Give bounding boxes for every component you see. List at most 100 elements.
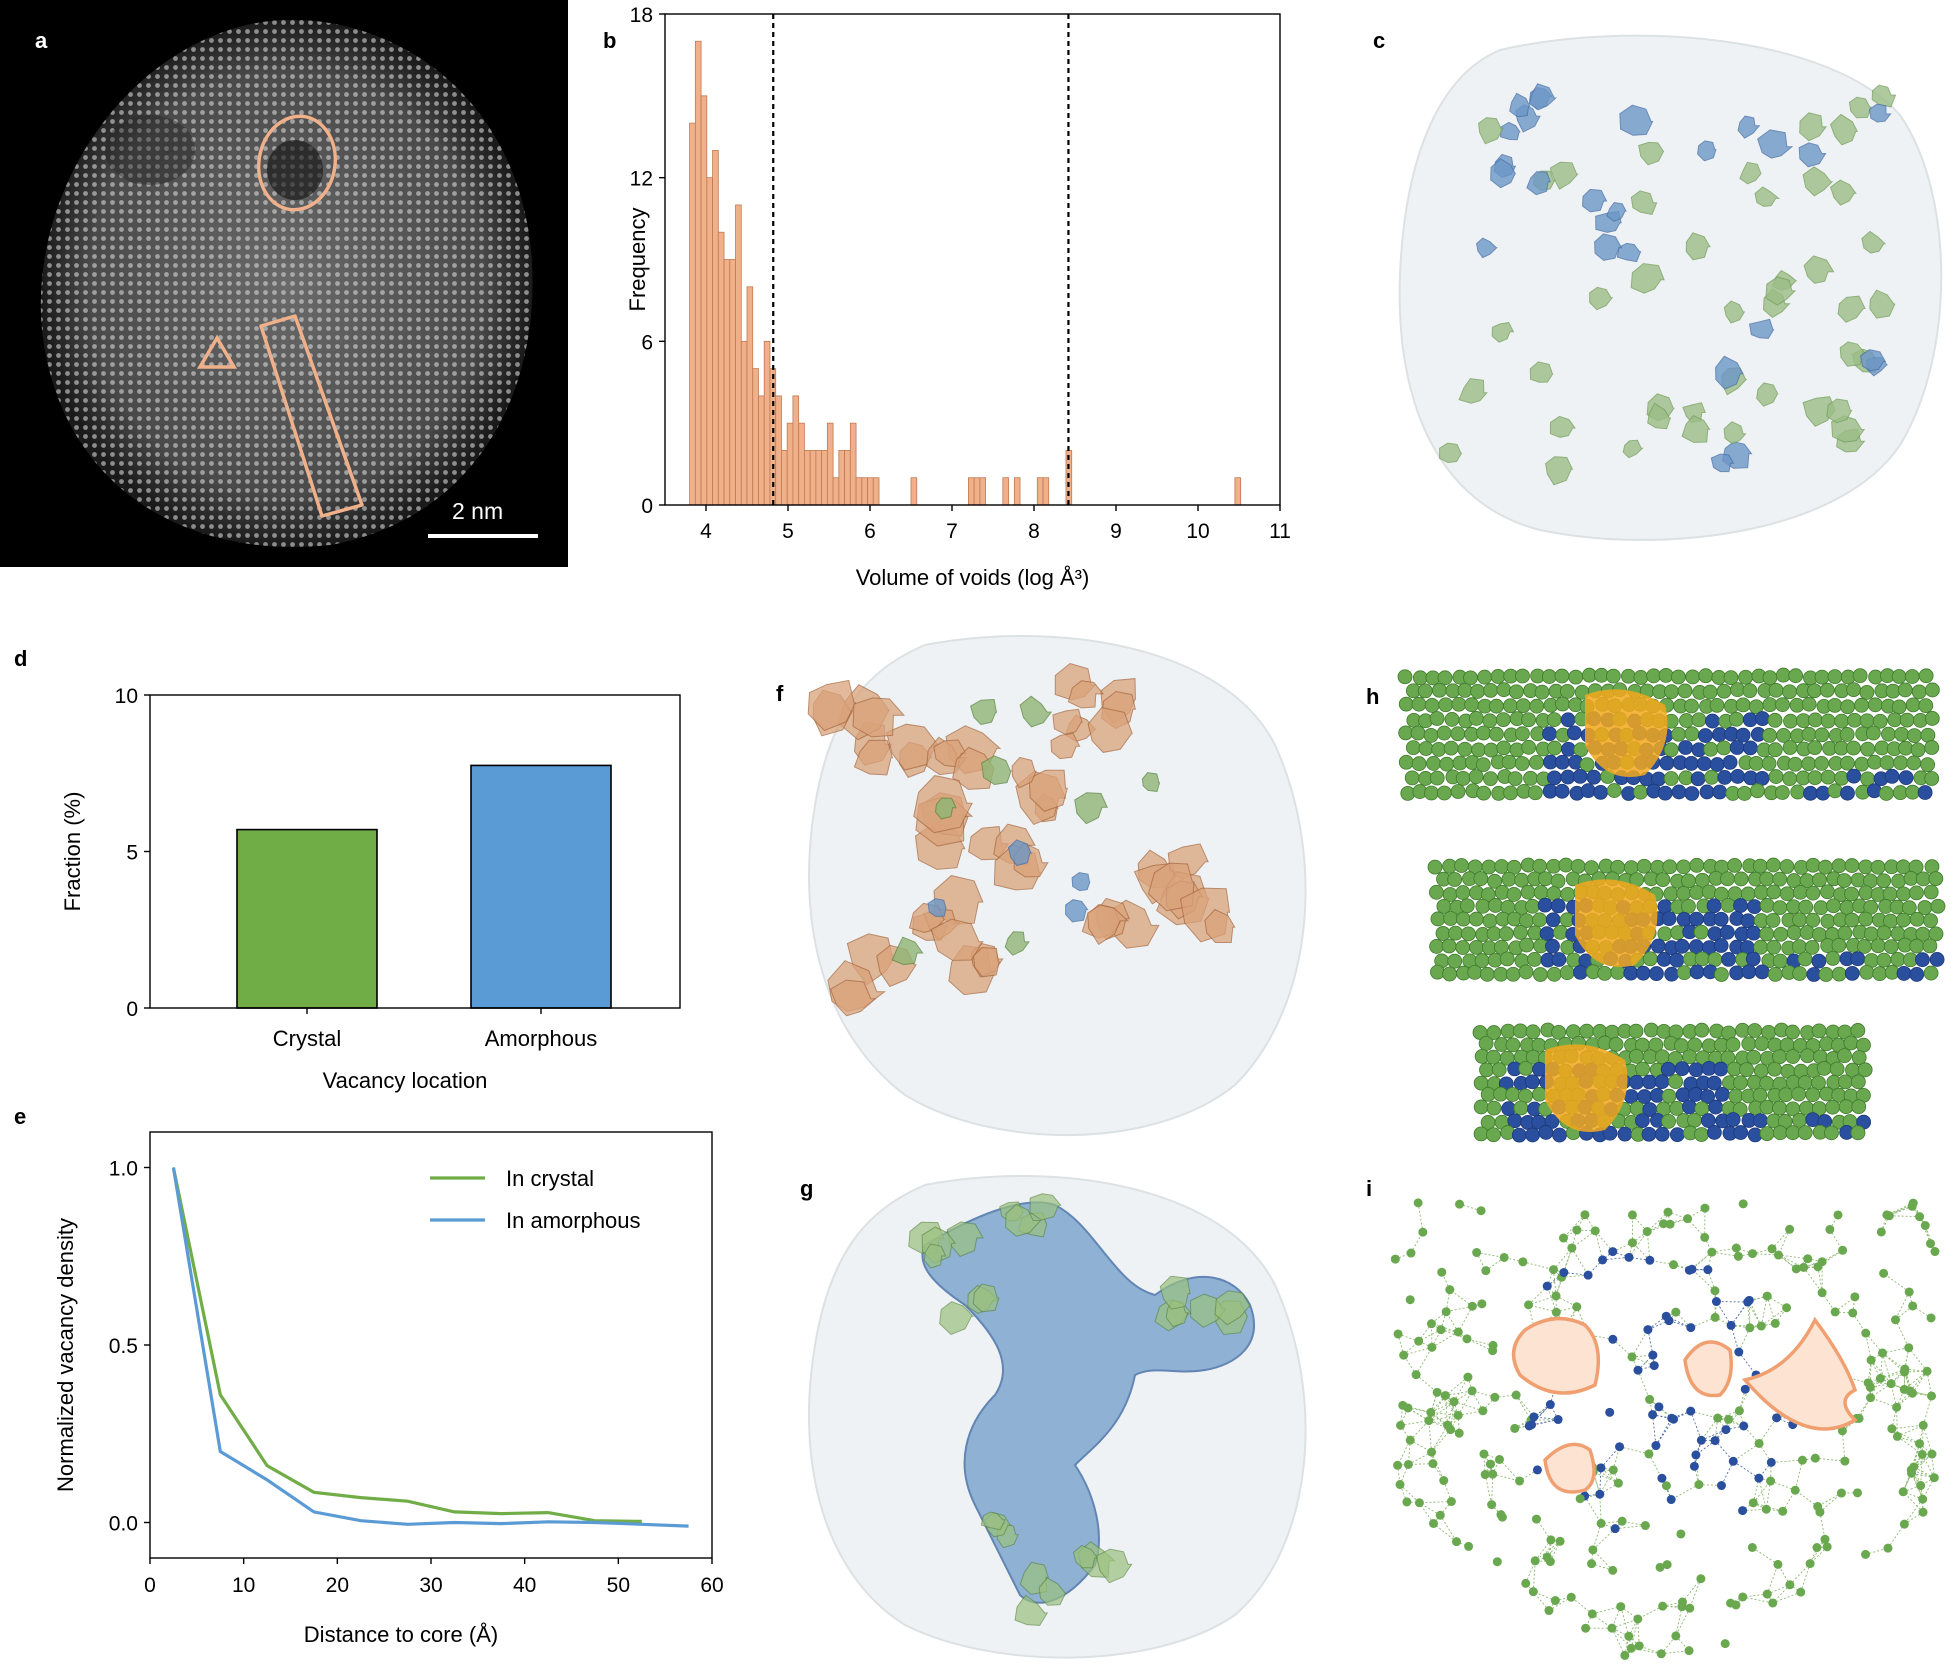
- green-atom: [1584, 860, 1599, 876]
- green-atom: [1754, 1036, 1770, 1051]
- histogram-bar: [861, 477, 868, 506]
- green-atom: [1480, 1086, 1496, 1102]
- green-atom: [1920, 1221, 1930, 1231]
- green-atom: [1846, 682, 1862, 698]
- green-atom: [1676, 885, 1692, 901]
- blue-void: [1528, 83, 1557, 111]
- blue-atom: [1532, 1061, 1547, 1077]
- green-atom: [1890, 1315, 1900, 1325]
- blue-atom: [1643, 1325, 1653, 1335]
- green-atom: [1411, 1370, 1421, 1380]
- blue-void: [1007, 839, 1032, 867]
- bond: [1600, 1446, 1620, 1469]
- orange-void: [1087, 904, 1130, 945]
- green-atom: [1528, 1587, 1538, 1597]
- green-atom: [1452, 755, 1468, 771]
- legend-label: In crystal: [506, 1166, 594, 1191]
- blue-atom: [1706, 898, 1722, 914]
- green-atom: [1488, 898, 1503, 913]
- green-atom: [1754, 1438, 1764, 1448]
- green-atom: [1646, 668, 1662, 684]
- blue-atom: [1545, 912, 1561, 928]
- orange-void: [930, 918, 984, 961]
- histogram-bar: [706, 177, 713, 506]
- green-atom: [1682, 1049, 1698, 1065]
- x-tick-label: 4: [700, 520, 712, 543]
- bond: [1563, 1214, 1586, 1239]
- green-atom: [1447, 872, 1463, 887]
- green-atom: [1677, 683, 1693, 699]
- blue-atom: [1542, 1281, 1552, 1291]
- green-atom: [1521, 1578, 1531, 1588]
- bond: [1546, 1269, 1554, 1287]
- blue-atom: [1682, 1099, 1697, 1115]
- green-atom: [1503, 698, 1518, 714]
- green-atom: [1837, 925, 1853, 941]
- green-void-patch: [1072, 1544, 1099, 1569]
- green-atom: [1559, 684, 1575, 699]
- green-atom: [1731, 1243, 1741, 1253]
- bond: [1675, 1606, 1683, 1637]
- atomic-network-rendering: [1390, 1198, 1940, 1660]
- green-atom: [1505, 966, 1521, 982]
- green-atom: [1796, 1587, 1806, 1597]
- green-atom: [1748, 756, 1764, 771]
- x-tick-label: 50: [607, 1574, 630, 1597]
- green-atom: [1785, 1024, 1800, 1040]
- histogram-bar: [872, 477, 880, 506]
- green-atom: [1503, 785, 1519, 801]
- blue-atom: [1654, 1402, 1664, 1412]
- green-atom: [1909, 885, 1924, 901]
- green-atom: [1742, 683, 1758, 699]
- bond: [1690, 1410, 1702, 1441]
- bond: [1882, 1352, 1892, 1384]
- bond: [1546, 1276, 1562, 1287]
- bond: [1887, 1523, 1905, 1549]
- green-atom: [1791, 939, 1807, 955]
- green-atom: [1730, 682, 1745, 698]
- green-atom: [1694, 1480, 1704, 1490]
- green-atom: [1818, 967, 1834, 982]
- green-atom: [1733, 1251, 1743, 1261]
- green-atom: [1669, 1260, 1679, 1270]
- blue-void: [1490, 158, 1517, 189]
- blue-atom: [1659, 755, 1675, 771]
- green-atom: [1677, 1597, 1687, 1607]
- gold-void: [1575, 879, 1658, 967]
- bond: [1758, 1478, 1767, 1510]
- blue-atom: [1710, 1436, 1720, 1446]
- green-atom: [1398, 696, 1414, 712]
- bond: [1817, 1492, 1842, 1507]
- histogram-bar: [717, 231, 725, 506]
- green-atom: [1587, 1559, 1597, 1569]
- blue-atom: [1596, 1463, 1606, 1473]
- green-atom: [1671, 1631, 1681, 1641]
- bond: [1733, 1443, 1760, 1462]
- green-atom: [1759, 1126, 1775, 1142]
- bond: [1546, 1285, 1557, 1313]
- green-atom: [1669, 1101, 1685, 1116]
- green-atom: [1532, 858, 1548, 874]
- green-atom: [1429, 711, 1445, 726]
- green-atom: [1499, 951, 1515, 967]
- x-tick-label: 40: [513, 1574, 536, 1597]
- green-atom: [1442, 966, 1458, 982]
- green-atom: [1876, 925, 1892, 941]
- blue-atom: [1656, 952, 1672, 967]
- x-tick-label: 7: [946, 520, 958, 543]
- bond: [1819, 1492, 1842, 1513]
- histogram-bar: [694, 40, 702, 506]
- green-atom: [1850, 872, 1866, 888]
- blue-void: [1619, 104, 1654, 136]
- rectangle-marker: [259, 314, 364, 518]
- green-atom: [1783, 713, 1798, 729]
- green-atom: [1720, 871, 1735, 887]
- green-atom: [1521, 739, 1537, 755]
- blue-void: [1500, 121, 1521, 141]
- blue-atom: [1738, 1506, 1748, 1516]
- bond: [1903, 1370, 1928, 1390]
- orange-void: [853, 739, 894, 776]
- blue-atom: [1703, 1265, 1713, 1275]
- green-atom: [1768, 769, 1784, 784]
- bond: [1689, 1578, 1702, 1609]
